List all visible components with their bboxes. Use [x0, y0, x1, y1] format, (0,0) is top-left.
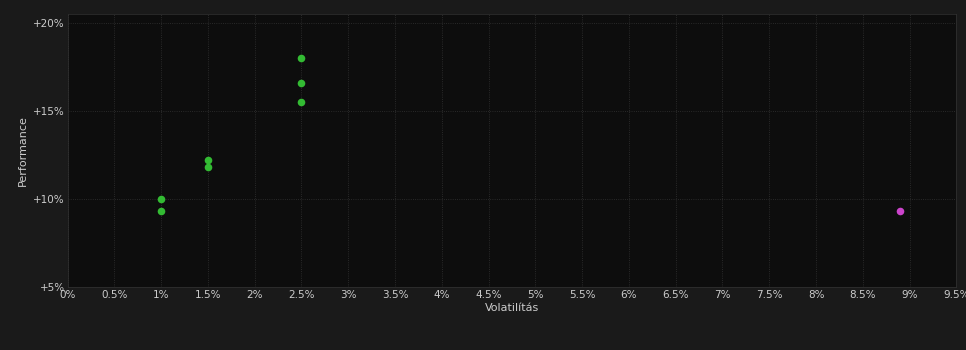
Point — [200, 164, 215, 170]
Point — [294, 99, 309, 105]
Point — [200, 158, 215, 163]
Point — [294, 55, 309, 61]
Point — [893, 209, 908, 214]
Y-axis label: Performance: Performance — [17, 115, 28, 186]
Point — [294, 80, 309, 85]
Point — [154, 209, 169, 214]
X-axis label: Volatilítás: Volatilítás — [485, 302, 539, 313]
Point — [154, 196, 169, 202]
